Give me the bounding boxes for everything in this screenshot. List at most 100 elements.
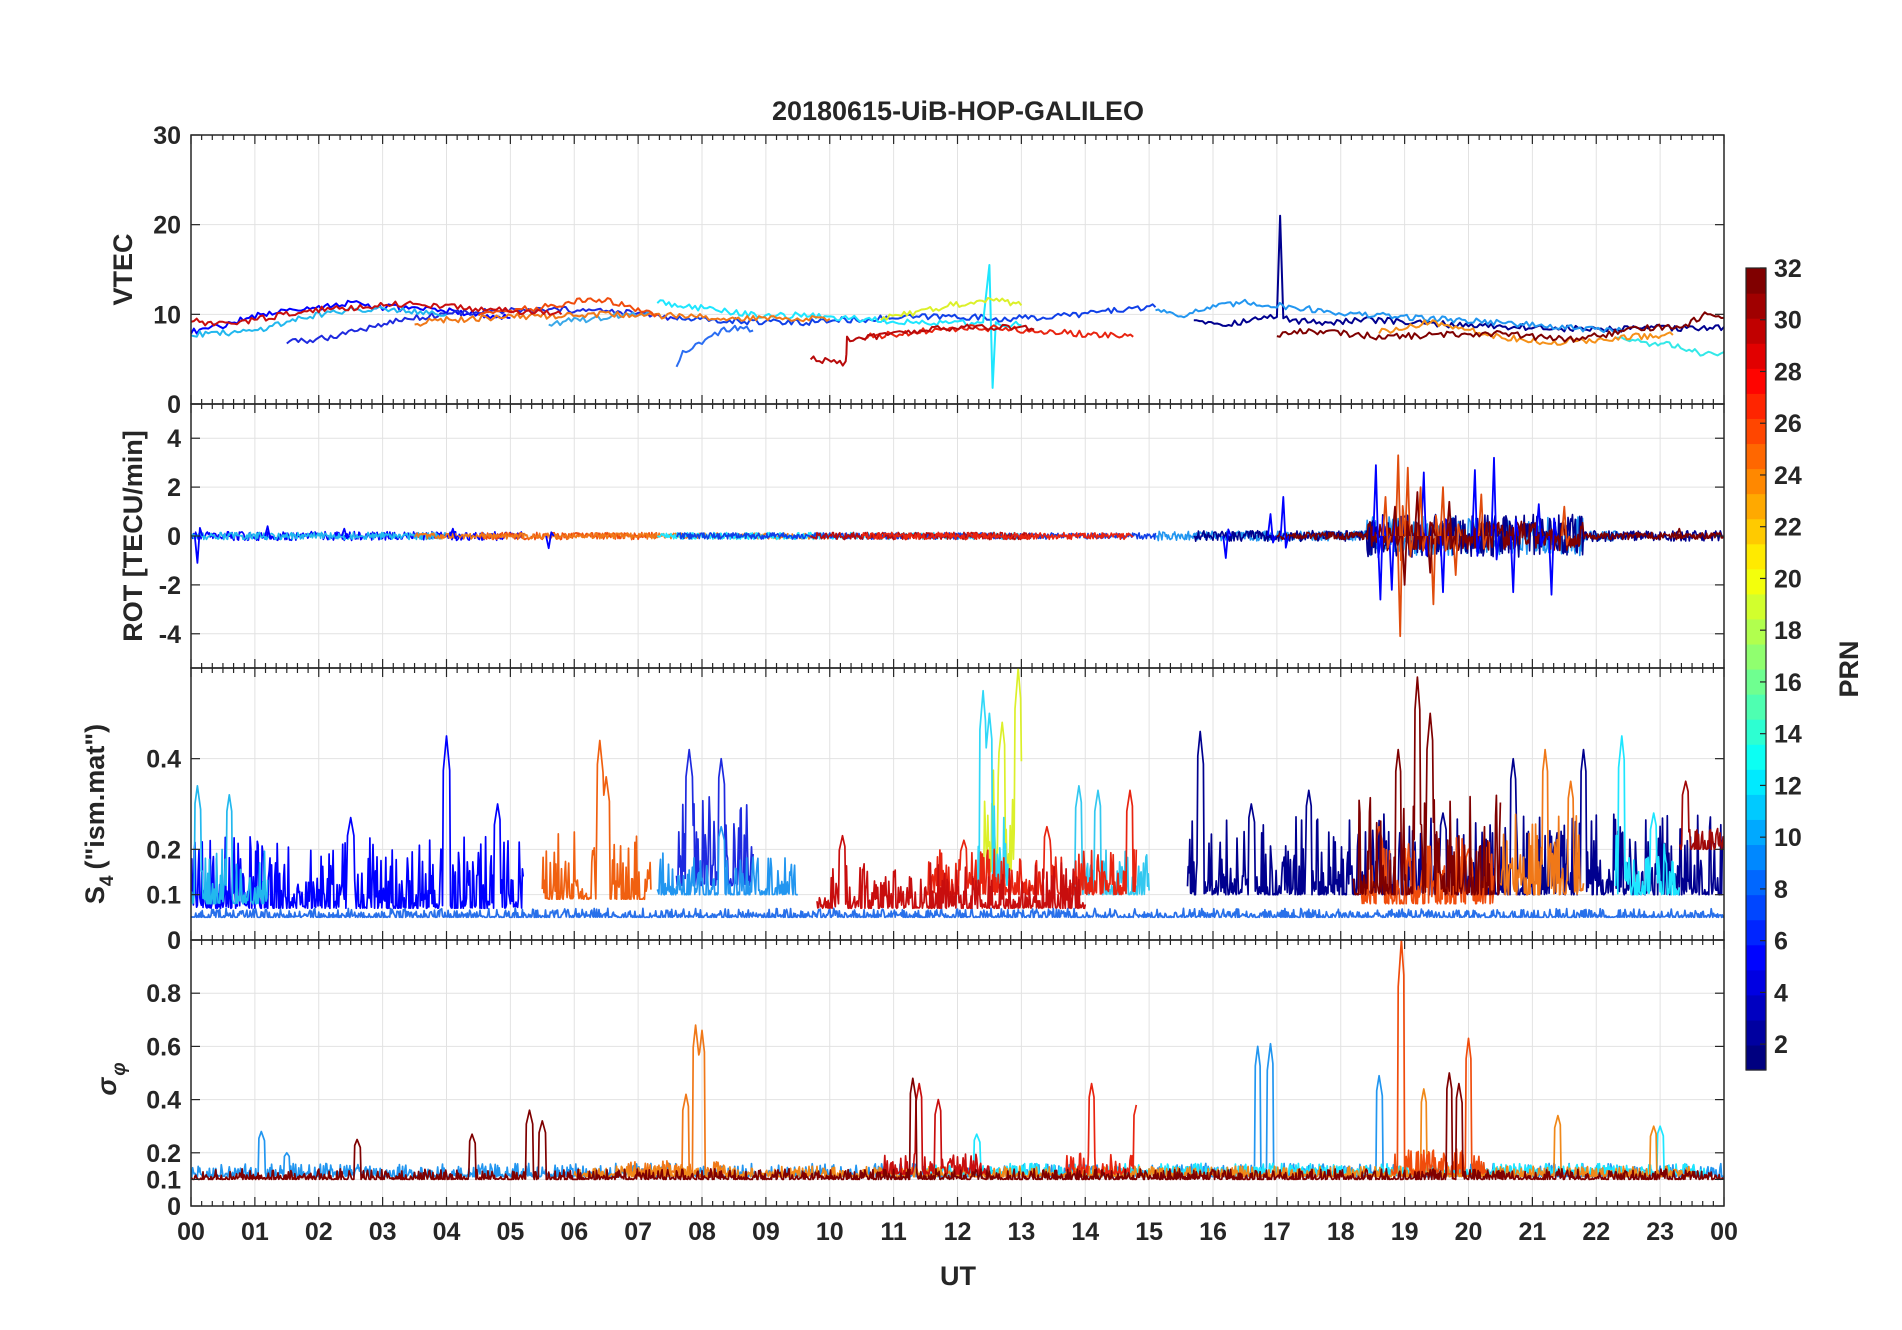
- colorbar-bin: [1746, 869, 1766, 896]
- rot-spike: [1675, 527, 1685, 540]
- series-prn-24: [1499, 748, 1585, 896]
- colorbar-bin: [1746, 1044, 1766, 1071]
- colorbar-bin: [1746, 669, 1766, 695]
- rot-spike: [1382, 496, 1392, 549]
- y-tick-label: 0.2: [146, 836, 181, 864]
- colorbar-bin: [1746, 719, 1766, 745]
- series-prn-32: [1352, 676, 1502, 896]
- x-tick-label: 00: [177, 1218, 205, 1246]
- colorbar-tick-label: 2: [1774, 1031, 1788, 1059]
- x-tick-label: 06: [560, 1218, 588, 1246]
- x-tick-label: 12: [944, 1218, 972, 1246]
- colorbar-tick-label: 12: [1774, 772, 1802, 800]
- y-tick-label: 0.2: [146, 1140, 181, 1168]
- colorbar-tick-label: 4: [1774, 979, 1788, 1007]
- rot-spike: [1490, 456, 1501, 561]
- series-prn-11: [191, 785, 269, 905]
- rot-spike: [1279, 496, 1290, 549]
- series-prn-32: [1276, 311, 1724, 343]
- colorbar-bin: [1746, 769, 1766, 795]
- x-ticks: [190, 404, 1725, 668]
- y-tick-label: 4: [167, 425, 181, 453]
- colorbar-tick-label: 14: [1774, 721, 1802, 749]
- y-tick-label: 0.8: [146, 980, 181, 1008]
- series-prn-19: [982, 668, 1023, 873]
- colorbar-bin: [1746, 493, 1766, 520]
- y-tick-label: 0.6: [146, 1033, 181, 1061]
- series-prn-12: [1614, 735, 1681, 896]
- rot-spike: [1267, 513, 1277, 544]
- panel-1: 0 10 20 30 VTEC: [108, 122, 1725, 419]
- rot-spike: [1452, 523, 1462, 576]
- series-prn-28: [924, 789, 1138, 896]
- x-ticks: [190, 134, 1725, 405]
- x-axis-tick-labels: 00 01 02 03 04 05 06 07 08 09 10 11 12 13 14 15 16 17 18 19…: [177, 1218, 1738, 1246]
- series-prn-5: [286, 306, 677, 345]
- colorbar-tick-label: 16: [1774, 669, 1802, 697]
- rot-spike: [1426, 524, 1437, 574]
- series-prn-19: [880, 296, 1023, 321]
- colorbar-bin: [1746, 694, 1766, 720]
- y-tick-label: -2: [159, 572, 181, 600]
- colorbar-bin: [1746, 794, 1766, 820]
- colorbar-bin: [1746, 969, 1766, 996]
- y-tick-label: 30: [153, 122, 181, 150]
- colorbar-bin: [1746, 368, 1766, 394]
- series-prn-9: [548, 310, 652, 327]
- x-tick-label: 08: [688, 1218, 716, 1246]
- rot-spikes-3: [1391, 491, 1685, 586]
- chart-title: 20180615-UiB-HOP-GALILEO: [772, 96, 1144, 126]
- colorbar-bin: [1746, 819, 1766, 846]
- rot-spike: [1535, 503, 1545, 547]
- series-prn-31: [809, 323, 1035, 367]
- colorbar-bin: [1746, 894, 1766, 921]
- x-tick-label: 05: [496, 1218, 524, 1246]
- y-tick-label: 2: [167, 474, 181, 502]
- y-axis-label: S4("ism.mat"): [80, 724, 118, 904]
- rot-spike: [1404, 466, 1414, 558]
- x-tick-label: 23: [1646, 1218, 1674, 1246]
- series-prn-10: [656, 825, 798, 896]
- x-ticks: [190, 940, 1725, 1207]
- series-prn-24: [414, 310, 831, 327]
- colorbar-bin: [1746, 268, 1766, 294]
- x-tick-label: 03: [369, 1218, 397, 1246]
- rot-spike: [1372, 464, 1382, 559]
- x-tick-label: 21: [1518, 1218, 1546, 1246]
- colorbar-bin: [1746, 418, 1766, 445]
- x-tick-label: 01: [241, 1218, 269, 1246]
- colorbar-bin: [1746, 518, 1766, 545]
- rot-spike: [1439, 486, 1449, 552]
- series-prn-30: [816, 834, 1087, 910]
- series-prn-11: [191, 531, 447, 541]
- colorbar-bin: [1746, 468, 1766, 495]
- colorbar-tick-label: 32: [1774, 255, 1802, 283]
- x-tick-label: 16: [1199, 1218, 1227, 1246]
- series-prn-27: [861, 531, 1134, 541]
- x-ticks: [190, 668, 1725, 941]
- colorbar-tick-label: 20: [1774, 565, 1802, 593]
- colorbar-tick-label: 30: [1774, 307, 1802, 335]
- rot-spike: [1401, 520, 1411, 586]
- colorbar-bin: [1746, 443, 1766, 470]
- colorbar-bin: [1746, 568, 1766, 595]
- colorbar-tick-label: 26: [1774, 410, 1802, 438]
- rot-spike: [449, 527, 459, 540]
- series-prn-30: [191, 300, 563, 327]
- colorbar-bin: [1746, 543, 1766, 570]
- colorbar-tick-label: 6: [1774, 928, 1788, 956]
- panel-3: 0 0.1 0.2 0.4 S4("ism.mat"): [80, 667, 1725, 955]
- series-prn-32: [1276, 520, 1724, 552]
- rot-spike: [1477, 493, 1488, 550]
- colorbar-bin: [1746, 393, 1766, 419]
- panel-4: 00.10.2 0.4 0.6 0.8 σφ: [92, 939, 1725, 1221]
- colorbar-tick-label: 18: [1774, 617, 1802, 645]
- x-tick-label: 18: [1327, 1218, 1355, 1246]
- series-prn-26: [1390, 940, 1489, 1175]
- panel-2: -4 -2 0 2 4 ROT [TECU/min]: [118, 403, 1725, 669]
- rot-spike: [545, 531, 555, 550]
- x-tick-label: 22: [1582, 1218, 1610, 1246]
- rot-spike: [1429, 514, 1440, 606]
- colorbar-bin: [1746, 994, 1766, 1021]
